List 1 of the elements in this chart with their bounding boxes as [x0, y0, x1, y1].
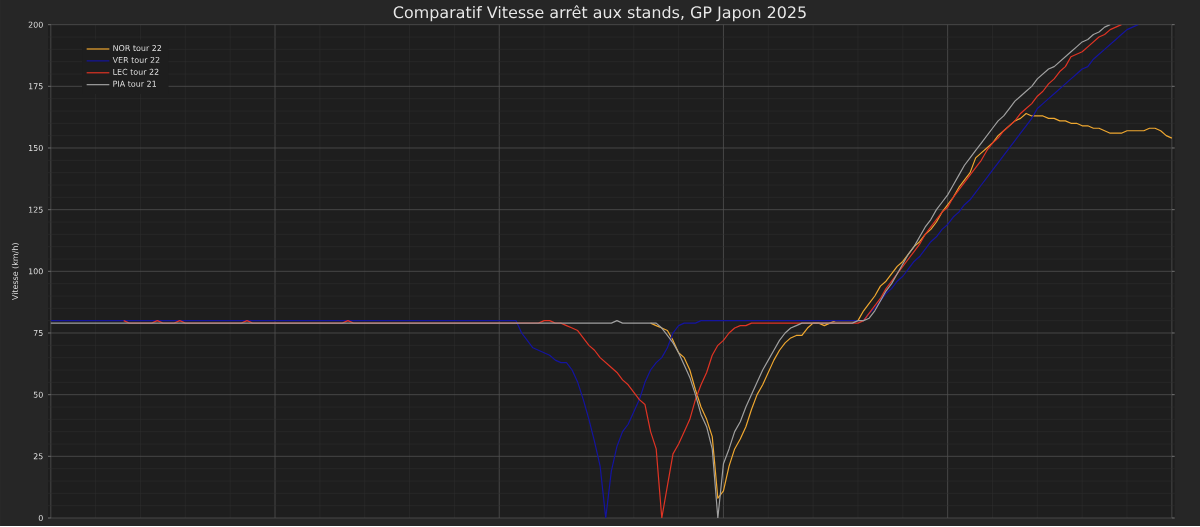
chart-title: Comparatif Vitesse arrêt aux stands, GP Japon 2025 [393, 5, 806, 22]
